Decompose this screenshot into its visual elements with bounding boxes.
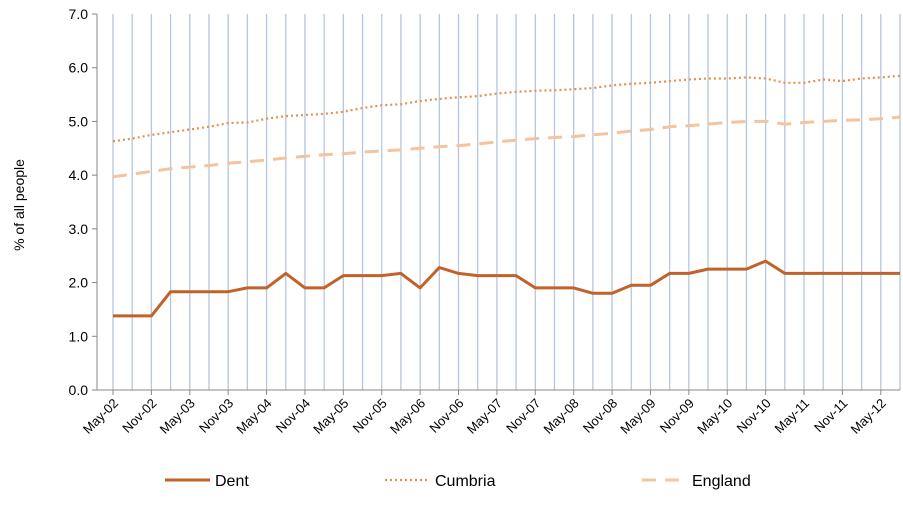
- y-tick-label: 2.0: [69, 275, 89, 291]
- y-tick-label: 5.0: [69, 113, 89, 129]
- y-tick-label: 6.0: [69, 60, 89, 76]
- x-tick-label: May-02: [80, 396, 121, 437]
- x-tick-label: May-04: [233, 396, 274, 437]
- series-line-cumbria: [112, 74, 901, 143]
- y-tick-label: 4.0: [69, 167, 89, 183]
- x-tick-label: May-05: [310, 396, 351, 437]
- x-tick-label: May-10: [694, 396, 735, 437]
- y-tick-label: 7.0: [69, 6, 89, 22]
- x-tick-label: Nov-11: [811, 396, 851, 436]
- y-tick-label: 0.0: [69, 382, 89, 398]
- x-tick-label: Nov-06: [426, 396, 466, 436]
- x-tick-label: Nov-05: [350, 396, 390, 436]
- x-tick-label: Nov-10: [734, 396, 774, 436]
- chart-gridlines: [112, 14, 901, 390]
- series-line-dent: [113, 259, 900, 318]
- x-tick-label: May-12: [848, 396, 889, 437]
- x-tick-label: May-07: [464, 396, 505, 437]
- x-axis-tick-labels: May-02Nov-02May-03Nov-03May-04Nov-04May-…: [80, 396, 889, 437]
- legend-label-cumbria: Cumbria: [435, 473, 496, 490]
- y-axis-label: % of all people: [11, 159, 27, 251]
- x-tick-label: May-09: [617, 396, 658, 437]
- x-tick-label: Nov-02: [119, 396, 159, 436]
- legend-label-england: England: [692, 473, 751, 490]
- x-tick-label: May-08: [541, 396, 582, 437]
- legend-label-dent: Dent: [215, 473, 249, 490]
- y-axis-tick-labels: 0.0 1.0 2.0 3.0 4.0 5.0 6.0 7.0: [69, 6, 89, 398]
- x-tick-label: Nov-04: [273, 396, 313, 436]
- x-tick-label: Nov-07: [503, 396, 543, 436]
- chart-series: [112, 74, 901, 318]
- x-tick-label: May-11: [772, 396, 813, 437]
- chart-axes: [92, 13, 900, 395]
- x-tick-label: Nov-09: [657, 396, 697, 436]
- chart-legend: Dent Cumbria England: [165, 473, 751, 490]
- x-tick-label: May-06: [387, 396, 428, 437]
- x-tick-label: Nov-08: [580, 396, 620, 436]
- x-tick-label: Nov-03: [196, 396, 236, 436]
- x-tick-label: May-03: [157, 396, 198, 437]
- series-line-england: [112, 115, 901, 179]
- y-tick-label: 1.0: [69, 328, 89, 344]
- y-tick-label: 3.0: [69, 221, 89, 237]
